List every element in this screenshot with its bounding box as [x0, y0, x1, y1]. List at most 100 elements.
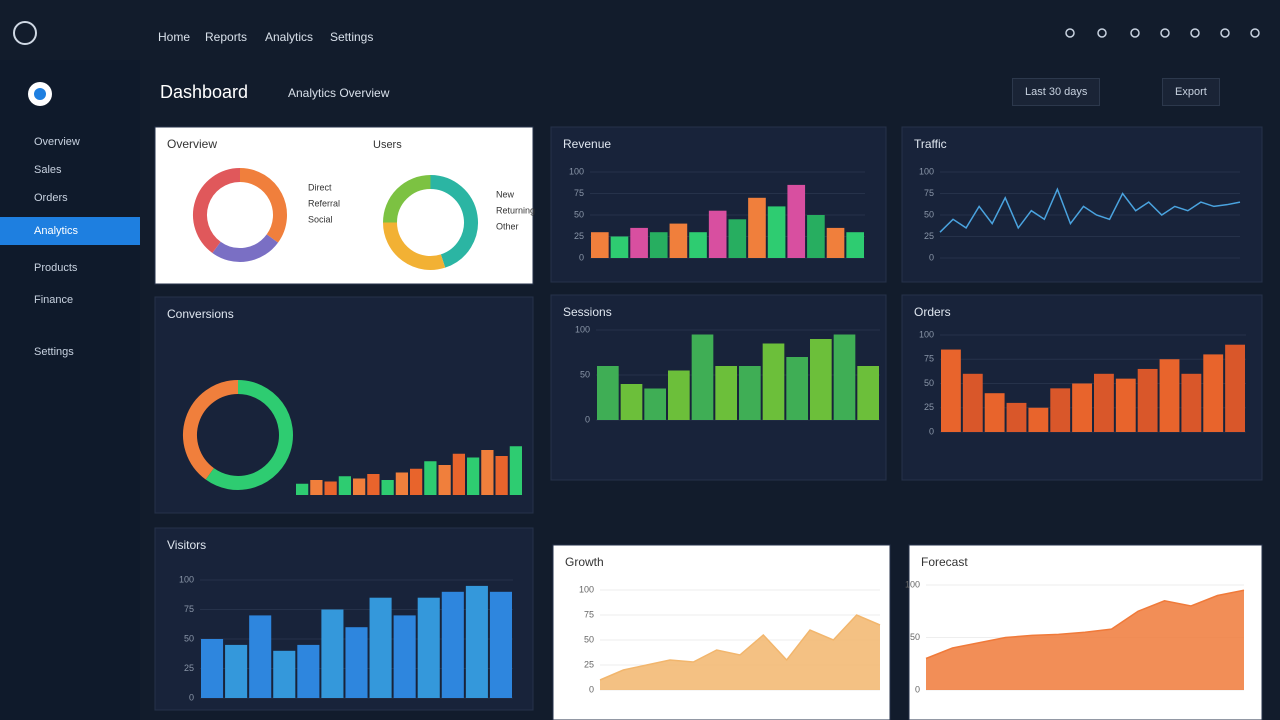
area — [600, 615, 880, 690]
y-tick-label: 0 — [929, 426, 934, 436]
y-tick-label: 75 — [184, 604, 194, 614]
bar — [1006, 402, 1027, 432]
bar — [489, 591, 512, 698]
bar — [310, 480, 323, 495]
y-tick-label: 50 — [924, 209, 934, 219]
y-tick-label: 25 — [924, 231, 934, 241]
y-tick-label: 100 — [575, 324, 590, 334]
export-button[interactable]: Export — [1162, 78, 1220, 106]
donut-label: Social — [308, 214, 333, 224]
bar — [1225, 344, 1245, 432]
nav-link[interactable]: Analytics — [265, 30, 314, 44]
bar — [393, 615, 416, 698]
donut-label: Other — [496, 221, 519, 231]
date-button[interactable]: Last 30 days — [1012, 78, 1101, 106]
bar — [273, 650, 296, 698]
bar — [807, 215, 825, 258]
donut-label: New — [496, 189, 515, 199]
header-icon — [1065, 28, 1075, 38]
panel-title: Orders — [914, 305, 951, 319]
sidebar-item[interactable]: Orders — [34, 192, 68, 204]
panel — [552, 544, 891, 720]
bar — [748, 197, 766, 258]
y-tick-label: 50 — [580, 369, 590, 379]
y-tick-label: 50 — [910, 632, 920, 642]
bar — [610, 236, 629, 258]
bar — [441, 591, 464, 698]
donut-label: Direct — [308, 182, 332, 192]
page-subtitle: Analytics Overview — [288, 86, 390, 100]
nav-link[interactable]: Settings — [330, 30, 374, 44]
bar — [381, 480, 394, 495]
line — [939, 187, 1241, 233]
bar — [857, 366, 879, 420]
nav-link[interactable]: Reports — [205, 30, 248, 44]
bar — [324, 481, 337, 495]
sidebar-item[interactable]: Finance — [34, 294, 74, 306]
header-icon — [1160, 28, 1170, 38]
sidebar-item[interactable]: Settings — [34, 346, 74, 358]
bar — [669, 223, 688, 258]
panel-title: Visitors — [167, 538, 206, 552]
bar — [597, 366, 619, 420]
panel-title: Sessions — [563, 305, 612, 319]
y-tick-label: 25 — [584, 659, 594, 669]
bar — [367, 474, 380, 495]
panel-title: Forecast — [921, 555, 968, 569]
sidebar-item[interactable]: Analytics — [0, 217, 140, 245]
donut-segment — [193, 168, 241, 254]
bar — [249, 615, 272, 698]
line — [599, 614, 881, 681]
bar — [833, 334, 856, 420]
bar — [297, 644, 320, 698]
bar — [1094, 373, 1114, 432]
y-tick-label: 100 — [905, 579, 920, 589]
bar — [321, 609, 344, 698]
logo — [13, 21, 37, 45]
bar — [708, 210, 727, 258]
bar — [452, 453, 465, 495]
panel — [901, 126, 1263, 283]
bar — [1203, 354, 1224, 432]
y-tick-label: 75 — [924, 188, 934, 198]
y-tick-label: 100 — [579, 584, 594, 594]
sidebar-item[interactable]: Sales — [34, 164, 62, 176]
panel-title: Traffic — [914, 137, 947, 151]
header-icon — [1220, 28, 1230, 38]
bar — [353, 478, 366, 495]
y-tick-label: 0 — [585, 414, 590, 424]
bar — [691, 334, 714, 420]
bar — [1028, 407, 1049, 432]
bar — [644, 388, 666, 420]
header-icon — [1250, 28, 1260, 38]
y-tick-label: 100 — [919, 166, 934, 176]
bar — [1159, 359, 1180, 432]
sidebar-item[interactable]: Overview — [34, 136, 80, 148]
bar — [467, 457, 480, 495]
bar — [728, 219, 747, 258]
bar — [984, 393, 1005, 432]
sidebar — [0, 60, 140, 720]
bar — [649, 232, 668, 258]
chart-title: Users — [373, 139, 402, 151]
y-tick-label: 25 — [574, 231, 584, 241]
bar — [1115, 378, 1136, 432]
bar — [591, 232, 609, 258]
bar — [338, 476, 351, 495]
y-tick-label: 75 — [574, 188, 584, 198]
y-tick-label: 25 — [184, 663, 194, 673]
bar — [739, 366, 761, 420]
bar — [689, 232, 707, 258]
bar — [438, 465, 451, 495]
nav-link[interactable]: Home — [158, 30, 191, 44]
bar — [296, 483, 309, 495]
sidebar-item[interactable]: Products — [34, 262, 78, 274]
bar — [417, 597, 440, 698]
y-tick-label: 0 — [929, 252, 934, 262]
bar — [509, 446, 522, 495]
y-tick-label: 100 — [569, 166, 584, 176]
line — [925, 589, 1245, 660]
bar — [810, 339, 832, 420]
